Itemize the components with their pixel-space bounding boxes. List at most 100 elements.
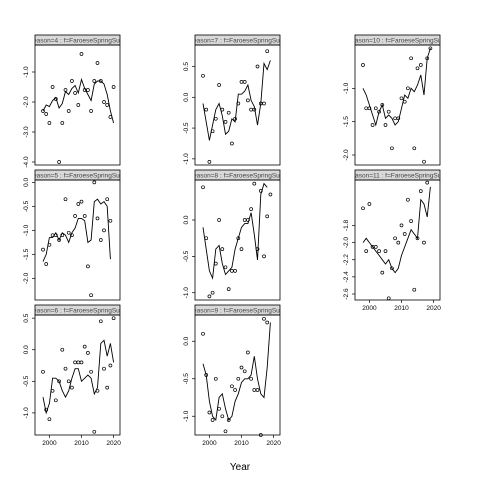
data-point — [207, 294, 212, 299]
fitted-line — [202, 322, 271, 422]
data-point — [242, 218, 247, 222]
data-point — [108, 363, 113, 368]
data-point — [377, 109, 381, 114]
y-tick-label: -1.0 — [23, 407, 30, 419]
data-point — [210, 418, 215, 422]
data-point — [361, 63, 365, 67]
data-point — [44, 407, 49, 412]
data-point — [230, 141, 234, 146]
data-point — [396, 116, 401, 121]
data-point — [204, 373, 209, 377]
data-point — [418, 63, 423, 67]
data-point — [70, 79, 74, 83]
data-point — [47, 121, 52, 125]
data-point — [258, 189, 263, 193]
data-point — [249, 107, 253, 112]
data-point — [79, 360, 84, 365]
data-point — [66, 379, 71, 384]
data-point — [86, 264, 90, 269]
data-point — [79, 199, 84, 204]
y-tick-label: 0.0 — [23, 178, 30, 187]
data-point — [262, 101, 266, 106]
data-point — [402, 99, 407, 104]
data-point — [425, 56, 430, 61]
y-tick-label: -2.0 — [23, 272, 30, 284]
panels-layer: season=4 : f=FaroeseSpringSum -1.0 -2.0 -3.… — [23, 34, 441, 447]
data-point — [220, 107, 225, 112]
data-point — [73, 91, 77, 95]
data-point — [364, 249, 369, 253]
data-point — [108, 218, 113, 223]
data-point — [207, 410, 212, 415]
y-tick-label: -1.0 — [343, 82, 350, 94]
data-point — [252, 388, 257, 392]
data-point — [50, 388, 55, 393]
data-point — [41, 369, 45, 374]
data-point — [406, 197, 410, 202]
data-point — [217, 406, 221, 411]
data-point — [213, 376, 218, 381]
fitted-line — [42, 198, 111, 262]
data-point — [102, 228, 106, 233]
data-point — [268, 192, 273, 197]
data-point — [53, 97, 58, 101]
data-point — [386, 109, 391, 114]
x-tick-label: 2010 — [234, 440, 249, 447]
data-point — [210, 129, 215, 134]
data-point — [89, 109, 93, 113]
data-point — [86, 351, 90, 355]
data-point — [396, 240, 401, 245]
y-tick-label: -1.0 — [183, 287, 190, 299]
data-point — [258, 433, 263, 437]
data-point — [249, 207, 253, 211]
data-point — [406, 86, 410, 91]
data-point — [89, 293, 93, 298]
data-point — [399, 96, 404, 101]
x-tick-label: 2020 — [106, 440, 121, 447]
data-point — [44, 112, 49, 116]
data-point — [66, 230, 71, 235]
panel-strip-label: season=7 : f=FaroeseSpringSum — [190, 38, 285, 45]
data-point — [60, 121, 65, 125]
data-point — [412, 146, 417, 151]
data-point — [70, 233, 74, 238]
data-point — [226, 110, 231, 115]
x-tick-label: 2020 — [426, 305, 441, 312]
data-point — [377, 249, 381, 253]
data-point — [265, 49, 270, 54]
panel-frame — [34, 179, 121, 301]
data-point — [57, 160, 61, 164]
data-point — [95, 61, 100, 65]
data-point — [265, 320, 270, 325]
panel-strip-label: season=6 : f=FaroeseSpringSum — [30, 308, 125, 315]
panel-8: season=9 : f=FaroeseSpringSum 0.0 -0.5 -1.0… — [183, 304, 281, 447]
data-point — [63, 88, 68, 92]
data-point — [262, 254, 266, 259]
data-point — [223, 265, 228, 270]
data-point — [226, 287, 231, 291]
data-point — [204, 107, 209, 112]
data-point — [44, 262, 49, 266]
data-point — [201, 73, 205, 78]
data-point — [236, 376, 241, 381]
data-point — [50, 233, 55, 238]
data-point — [82, 214, 87, 218]
data-point — [412, 287, 417, 292]
data-point — [390, 146, 394, 151]
data-point — [60, 347, 65, 352]
data-point — [79, 52, 84, 56]
panel-frame — [194, 44, 281, 166]
fitted-line — [202, 60, 271, 141]
panel-2: season=7 : f=FaroeseSpringSum 0.5 0.0 -0.5 -… — [183, 34, 285, 166]
data-point — [57, 238, 61, 242]
data-point — [63, 197, 68, 202]
data-point — [98, 319, 103, 324]
data-point — [383, 249, 388, 253]
data-point — [98, 238, 103, 242]
data-point — [50, 85, 55, 89]
data-point — [66, 109, 71, 113]
data-point — [230, 384, 234, 389]
data-point — [239, 365, 244, 370]
y-tick-label: -1.5 — [343, 116, 350, 128]
